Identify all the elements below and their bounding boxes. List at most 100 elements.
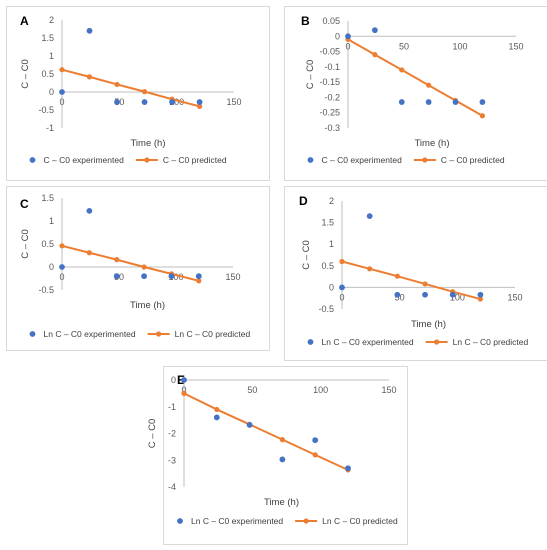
predicted-point <box>339 258 345 265</box>
x-tick-label: 50 <box>399 41 409 51</box>
predicted-point <box>367 266 373 272</box>
predicted-series-line <box>341 260 481 301</box>
predicted-series-line <box>61 244 200 282</box>
y-tick-label: -0.25 <box>319 108 340 118</box>
predicted-point <box>399 67 405 73</box>
experimented-point <box>339 284 345 291</box>
y-tick-label: -1 <box>46 123 54 133</box>
y-tick-label: -0.15 <box>319 77 340 87</box>
predicted-point <box>197 103 203 109</box>
panel-frame <box>284 186 547 361</box>
legend-experimented-marker <box>177 518 183 524</box>
y-tick-label: 1.5 <box>41 193 54 203</box>
legend-experimented-label: C – C0 experimented <box>322 155 403 165</box>
predicted-series-line <box>347 38 483 117</box>
x-tick-label: 0 <box>345 41 350 51</box>
legend-experimented-marker <box>29 331 36 337</box>
predicted-point <box>114 81 120 88</box>
x-axis-title: Time (h) <box>414 138 449 149</box>
y-axis-title: C – C0 <box>20 229 31 259</box>
y-axis-title: C – C0 <box>305 60 316 90</box>
experimented-point <box>86 207 93 214</box>
chart-panel-e: E -4 -3 -2 -1 00 50 100 150 Time (h) C – C0 Ln C – … <box>147 366 408 545</box>
experimented-point <box>371 27 378 34</box>
x-tick-label: 0 <box>59 97 64 107</box>
experimented-point <box>345 33 351 40</box>
experimented-point <box>114 99 120 105</box>
y-axis-title: C – C0 <box>20 59 31 89</box>
experimented-point <box>86 27 93 34</box>
y-tick-label: -0.5 <box>318 304 334 314</box>
legend-experimented-marker <box>307 339 314 345</box>
y-tick-label: 1 <box>49 51 54 61</box>
x-tick-label: 100 <box>169 97 184 107</box>
y-tick-label: 0 <box>335 31 340 41</box>
predicted-point <box>426 82 432 88</box>
y-tick-label: 0.5 <box>41 239 54 249</box>
x-tick-label: 150 <box>381 385 396 395</box>
experimented-point <box>141 99 148 105</box>
experimented-point <box>366 213 373 220</box>
predicted-point <box>214 406 220 413</box>
x-tick-label: 0 <box>339 292 344 302</box>
experimented-point <box>195 273 202 280</box>
predicted-point <box>422 281 428 287</box>
chart-legend: C – C0 experimented C – C0 predicted <box>29 155 227 165</box>
predicted-point <box>114 257 120 263</box>
panel-frame <box>6 6 270 181</box>
experimented-point <box>398 99 405 105</box>
legend-experimented-label: Ln C – C0 experimented <box>191 516 283 526</box>
y-tick-label: 0.5 <box>41 69 54 79</box>
x-tick-label: 0 <box>181 385 186 395</box>
y-tick-label: 0 <box>49 87 54 97</box>
y-axis-title: C – C0 <box>147 419 158 449</box>
experimented-point <box>452 99 459 105</box>
x-tick-label: 150 <box>225 272 240 282</box>
experimented-point <box>59 89 65 95</box>
legend-predicted-marker <box>144 157 150 163</box>
predicted-point <box>59 67 65 73</box>
y-tick-label: 0.5 <box>321 261 334 271</box>
y-tick-label: 1 <box>329 239 334 249</box>
experimented-point <box>425 99 432 105</box>
x-tick-label: 150 <box>507 292 522 302</box>
predicted-point <box>372 52 378 58</box>
experimented-point <box>477 291 484 298</box>
legend-predicted-marker <box>303 518 309 524</box>
legend-predicted-marker <box>422 157 428 163</box>
legend-predicted-label: Ln C – C0 predicted <box>322 516 398 526</box>
experimented-point <box>449 291 456 298</box>
legend-predicted-label: C – C0 predicted <box>441 155 505 165</box>
chart-legend: Ln C – C0 experimented Ln C – C0 predicte… <box>177 516 398 526</box>
panel-letter: D <box>299 194 308 208</box>
experimented-point <box>394 291 401 298</box>
predicted-point <box>86 74 93 80</box>
y-tick-label: 1 <box>49 216 54 226</box>
y-tick-label: -0.5 <box>38 105 54 115</box>
x-tick-label: 50 <box>247 385 257 395</box>
legend-experimented-label: Ln C – C0 experimented <box>322 337 414 347</box>
experimented-point <box>169 99 175 105</box>
predicted-point <box>479 113 485 119</box>
legend-experimented-label: Ln C – C0 experimented <box>44 329 136 339</box>
chart-legend: C – C0 experimented C – C0 predicted <box>307 155 505 165</box>
x-tick-label: 100 <box>168 272 183 282</box>
predicted-point <box>141 89 148 95</box>
panel-frame <box>163 366 408 545</box>
y-tick-label: 0 <box>329 282 334 292</box>
legend-predicted-marker <box>156 331 162 337</box>
experimented-point <box>479 99 486 105</box>
y-tick-label: -0.3 <box>324 123 340 133</box>
x-tick-label: 150 <box>508 41 523 51</box>
panel-letter: E <box>177 373 185 387</box>
y-tick-label: 1.5 <box>41 33 54 43</box>
legend-experimented-marker <box>307 157 314 163</box>
experimented-point <box>422 291 428 298</box>
legend-predicted-marker <box>434 339 440 345</box>
y-tick-label: 0.05 <box>322 16 340 26</box>
x-tick-label: 100 <box>450 292 465 302</box>
y-tick-label: -0.05 <box>319 47 340 57</box>
x-axis-title: Time (h) <box>130 300 165 311</box>
experimented-point <box>196 99 203 105</box>
